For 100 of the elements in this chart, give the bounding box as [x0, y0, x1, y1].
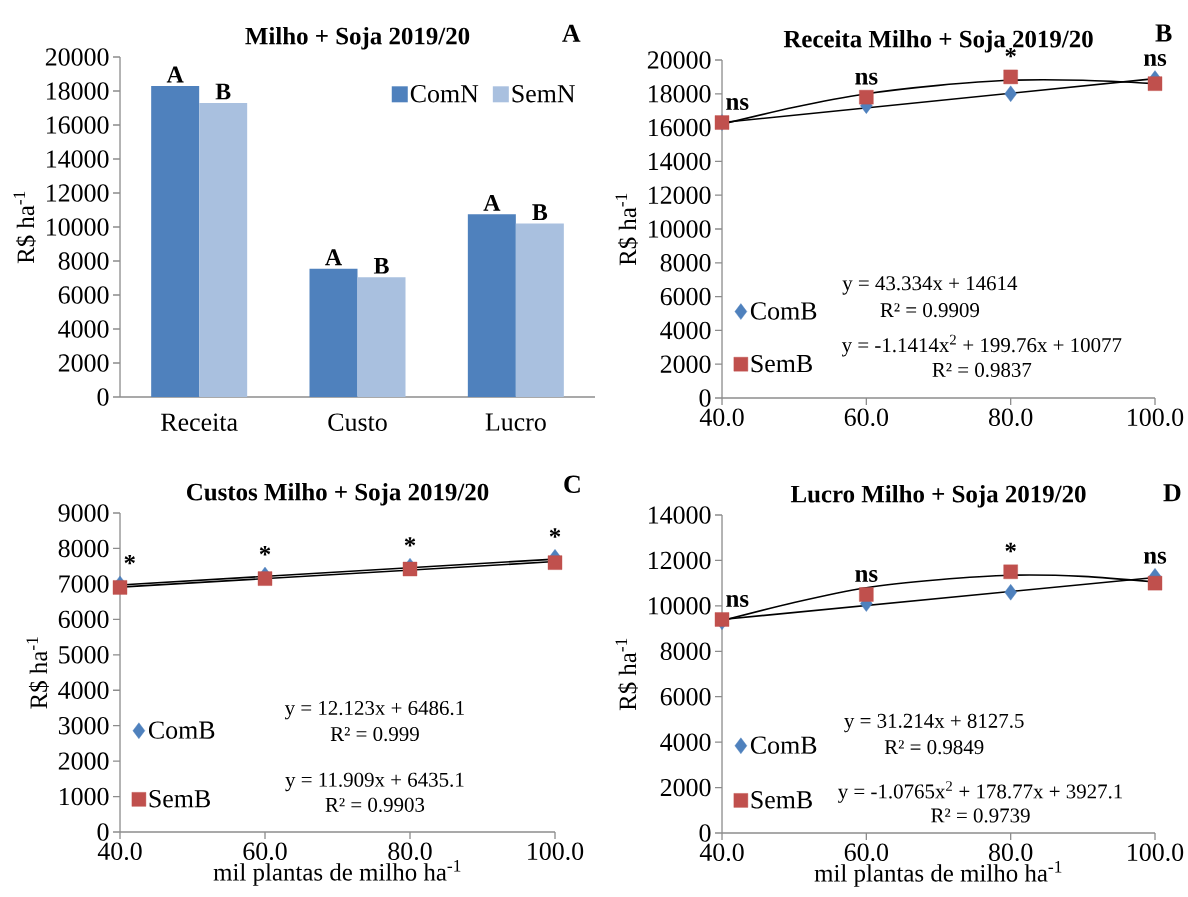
annotation: ns: [726, 98, 749, 111]
annotation: R² = 0.9849: [884, 740, 984, 755]
x-tick-label: 40.0: [97, 842, 142, 861]
y-tick-label: 4000: [660, 321, 711, 340]
legend-label: ComN: [410, 84, 479, 103]
x-axis-title: mil plantas de milho ha$^{-1}$: [814, 860, 1062, 887]
x-tick-label: 60.0: [844, 843, 889, 862]
x-tick-label: 100.0: [528, 842, 584, 861]
text: A: [562, 24, 581, 42]
y-tick-label: 14000: [649, 506, 711, 524]
y-tick-label: 12000: [649, 551, 711, 570]
y-tick-label: 8000: [660, 642, 711, 661]
y-tick-label: 0: [97, 388, 109, 406]
y-tick-label: 2000: [58, 354, 109, 372]
x-tick-label: Receita: [161, 413, 238, 431]
annotation: R² = 0.9909: [880, 303, 980, 318]
legend-label: ComB: [148, 721, 215, 739]
y-tick-label: 2000: [660, 778, 711, 797]
annotation: *: [404, 537, 416, 547]
y-tick-label: 7000: [59, 575, 109, 593]
x-tick-label: 100.0: [1128, 843, 1184, 862]
legend-label: SemB: [751, 791, 812, 809]
y-tick-label: 8000: [58, 539, 109, 558]
annotation: ns: [1143, 54, 1167, 67]
annotation: *: [259, 546, 271, 556]
annotation: *: [124, 554, 135, 565]
legend-label: SemN: [512, 84, 575, 103]
y-tick-label: 12000: [47, 184, 109, 202]
x-axis-title: mil plantas de milho ha$^{-1}$: [213, 859, 461, 886]
annotation: ns: [1143, 551, 1167, 564]
annotation: y = 11.909x + 6435.1: [285, 772, 464, 792]
y-tick-label: 0: [699, 824, 711, 842]
y-tick-label: 3000: [58, 716, 109, 735]
y-tick-label: 6000: [660, 687, 711, 706]
data-label: A: [166, 66, 184, 83]
y-tick-label: 8000: [660, 254, 711, 272]
x-tick-label: 40.0: [699, 408, 744, 427]
y-tick-label: 6000: [58, 286, 109, 304]
annotation: y = -1.1414x$^{2}$ + 199.76x + 10077: [841, 334, 1122, 357]
y-tick-label: 4000: [58, 320, 109, 338]
y-tick-label: 2000: [660, 355, 711, 373]
x-tick-label: 100.0: [1128, 408, 1184, 427]
y-tick-label: 10000: [649, 597, 711, 615]
data-label: B: [373, 257, 389, 274]
x-tick-label: Custo: [328, 413, 387, 431]
y-tick-label: 0: [97, 823, 109, 841]
y-tick-label: 6000: [58, 610, 109, 629]
text: B: [1155, 24, 1172, 42]
chart-title: Milho + Soja 2019/20: [245, 26, 470, 50]
y-axis-title: R$ ha$^{-1}$: [615, 193, 638, 266]
annotation: *: [549, 528, 561, 538]
x-tick-label: 40.0: [699, 843, 744, 862]
x-tick-label: 80.0: [989, 843, 1033, 862]
y-tick-label: 14000: [649, 152, 711, 171]
x-tick-label: 60.0: [243, 842, 287, 861]
legend-label: SemB: [751, 354, 812, 373]
y-tick-label: 20000: [45, 48, 109, 66]
annotation: ns: [855, 570, 878, 582]
y-tick-label: 18000: [649, 85, 711, 103]
annotation: R² = 0.9739: [931, 808, 1030, 823]
y-tick-label: 16000: [649, 118, 711, 137]
annotation: y = 31.214x + 8127.5: [844, 713, 1024, 733]
annotation: ns: [726, 594, 749, 607]
y-axis-title: R$ ha$^{-1}$: [13, 191, 36, 264]
data-label: A: [325, 249, 342, 266]
y-tick-label: 10000: [47, 218, 109, 236]
x-tick-label: 80.0: [388, 842, 432, 861]
annotation: *: [1005, 542, 1016, 553]
chart-title: Lucro Milho + Soja 2019/20: [790, 484, 1086, 508]
y-tick-label: 0: [699, 389, 711, 407]
annotation: y = -1.0765x$^{2}$ + 178.77x + 3927.1: [837, 781, 1123, 803]
data-label: B: [215, 83, 231, 100]
y-tick-label: 9000: [58, 504, 109, 522]
y-tick-label: 2000: [58, 752, 109, 770]
x-tick-label: Lucro: [485, 413, 546, 431]
annotation: R² = 0.9837: [932, 362, 1032, 378]
y-axis-title: R$ ha$^{-1}$: [615, 638, 638, 711]
legend-label: ComB: [750, 302, 817, 320]
annotation: ns: [855, 72, 878, 85]
y-tick-label: 1000: [59, 787, 109, 806]
y-tick-label: 4000: [58, 681, 109, 699]
text: D: [1163, 484, 1181, 502]
data-label: B: [532, 204, 548, 221]
y-tick-label: 6000: [660, 287, 711, 306]
annotation: y = 12.123x + 6486.1: [284, 700, 464, 720]
y-tick-label: 20000: [647, 51, 711, 69]
y-tick-label: 16000: [47, 116, 109, 134]
x-tick-label: 60.0: [844, 408, 889, 427]
data-label: A: [483, 194, 501, 211]
y-tick-label: 12000: [649, 186, 711, 204]
y-tick-label: 5000: [59, 646, 109, 664]
y-tick-label: 18000: [47, 82, 109, 100]
y-tick-label: 10000: [649, 220, 711, 238]
chart-title: Custos Milho + Soja 2019/20: [187, 482, 489, 506]
annotation: R² = 0.9903: [325, 797, 425, 812]
y-tick-label: 4000: [660, 733, 711, 751]
text: C: [564, 475, 580, 494]
x-tick-label: 80.0: [989, 408, 1033, 427]
legend-label: SemB: [149, 790, 210, 808]
annotation: R² = 0.999: [330, 726, 419, 742]
